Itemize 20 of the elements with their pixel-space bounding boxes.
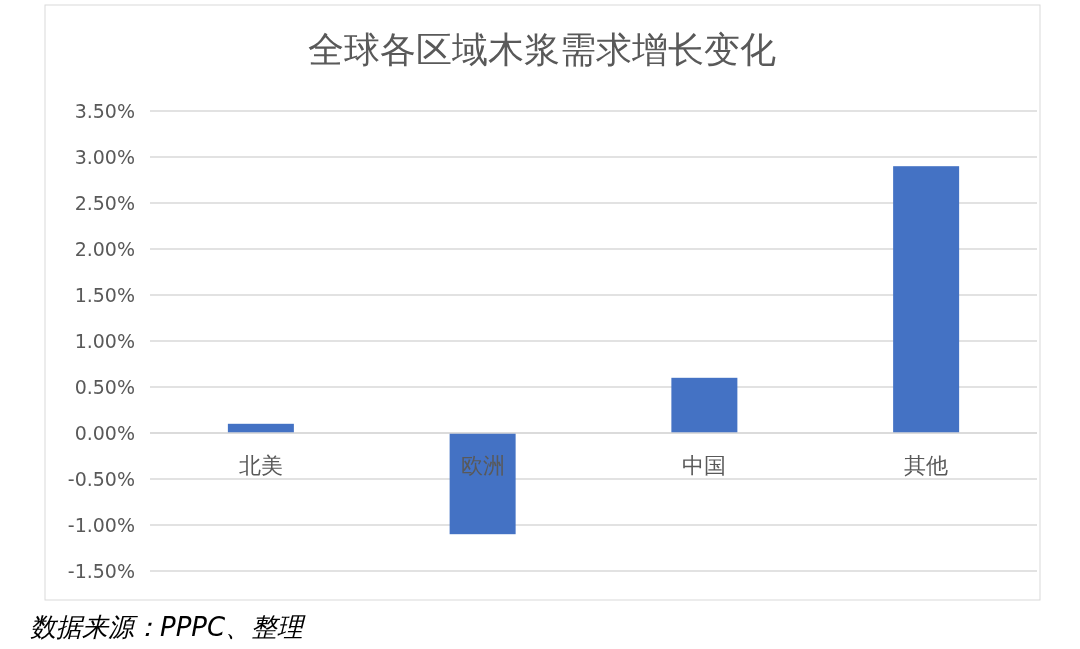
- source-note: 数据来源：PPPC、整理: [30, 612, 307, 642]
- chart-title: 全球各区域木浆需求增长变化: [308, 29, 776, 70]
- y-tick-label: 2.00%: [74, 238, 135, 260]
- y-tick-label: 1.00%: [74, 330, 135, 352]
- bar: [449, 433, 516, 535]
- x-tick-label: 中国: [682, 453, 727, 478]
- y-tick-label: -1.00%: [67, 514, 135, 536]
- x-tick-label: 北美: [238, 453, 283, 478]
- y-tick-label: -0.50%: [67, 468, 135, 490]
- y-tick-label: 3.00%: [74, 146, 135, 168]
- y-tick-label: 2.50%: [74, 192, 135, 214]
- y-tick-label: 1.50%: [74, 284, 135, 306]
- bar: [671, 377, 738, 433]
- x-tick-label: 其他: [904, 453, 949, 478]
- bar: [893, 166, 960, 433]
- x-tick-label: 欧洲: [460, 453, 505, 478]
- y-tick-label: 0.50%: [74, 376, 135, 398]
- y-tick-label: 0.00%: [74, 422, 135, 444]
- y-tick-label: -1.50%: [67, 560, 135, 582]
- y-tick-label: 3.50%: [74, 100, 135, 122]
